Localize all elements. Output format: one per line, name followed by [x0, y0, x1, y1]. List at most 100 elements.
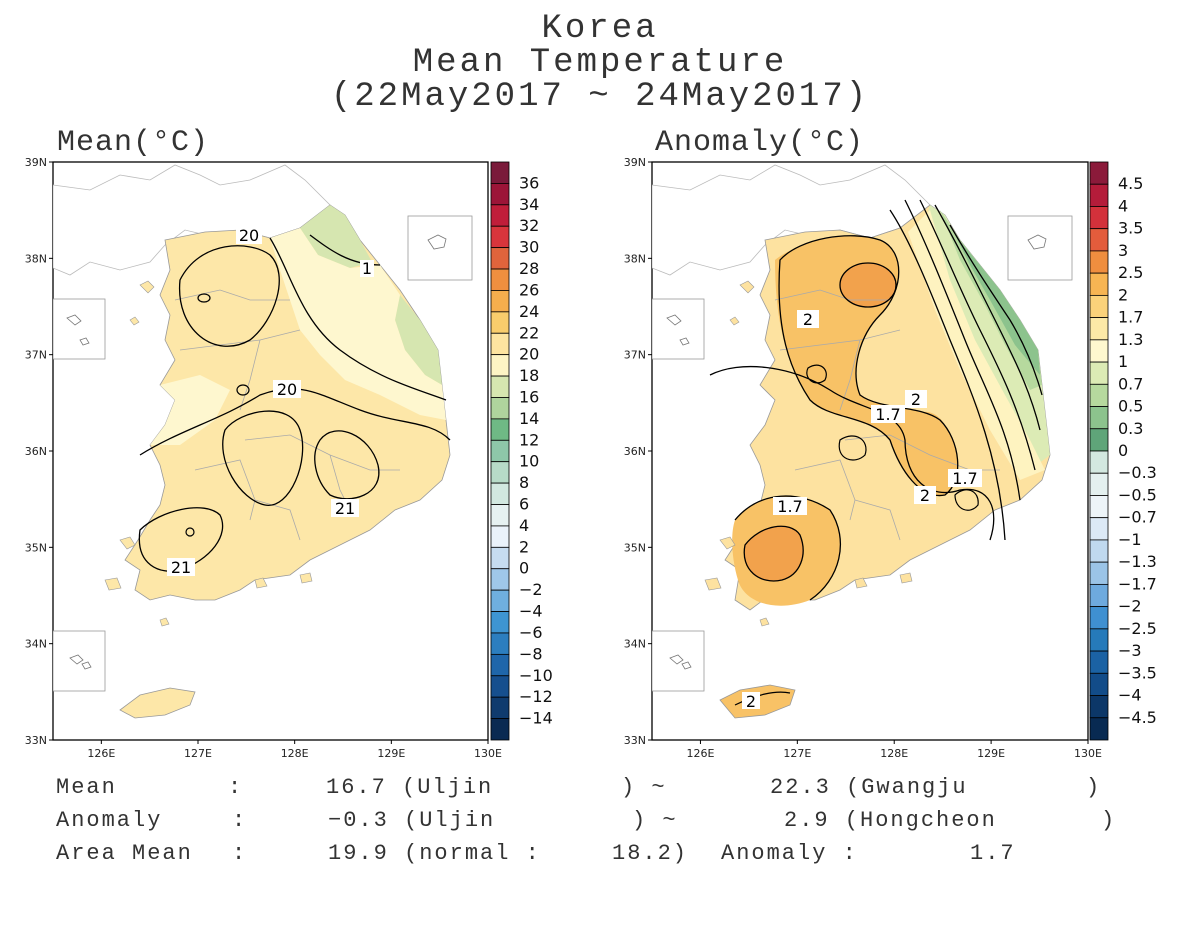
colorbar-label: −6: [519, 623, 543, 642]
left-colorbar: 363432302826242220181614121086420−2−4−6−…: [490, 161, 553, 741]
contour-21-east: [314, 430, 380, 500]
contour-label: 2: [746, 692, 756, 711]
colorbar-label: 28: [519, 259, 539, 278]
colorbar-swatch: [490, 653, 510, 677]
colorbar-label: 1: [1118, 352, 1128, 371]
colorbar-swatch: [1089, 339, 1109, 363]
colorbar-swatch: [490, 461, 510, 484]
colorbar-label: 26: [519, 280, 539, 299]
colorbar-label: 1.3: [1118, 330, 1143, 349]
contour-20-north: [179, 245, 280, 347]
colorbar-swatch: [1089, 183, 1109, 207]
colorbar-label: 3.5: [1118, 219, 1143, 238]
colorbar-swatch: [490, 397, 510, 420]
right-map-panel: 2 1.7 2 2 1.7 1.7 2 39N38N37N36N35N34N33…: [624, 156, 1157, 760]
stat-normal: 18.2): [612, 841, 689, 866]
colorbar-swatch: [1089, 583, 1109, 608]
colorbar-swatch: [1089, 206, 1109, 230]
colorbar-swatch: [1089, 561, 1109, 585]
colorbar-label: 6: [519, 495, 529, 514]
cool-area-northeast: [300, 205, 372, 268]
title-line-3: (22May2017 ~ 24May2017): [330, 78, 870, 116]
colorbar-swatch: [1089, 717, 1109, 741]
pale-area-west: [150, 375, 230, 445]
colorbar-swatch: [490, 611, 510, 634]
colorbar-swatch: [490, 482, 510, 505]
colorbar-swatch: [490, 332, 510, 356]
inset-box-southwest: [53, 630, 106, 692]
colorbar-swatch: [1089, 517, 1109, 541]
colorbar-swatch: [490, 375, 510, 398]
contour-2-5: [839, 262, 897, 308]
anomaly-band-1-3: [908, 210, 1045, 480]
colorbar-swatch: [1089, 383, 1109, 407]
colorbar-swatch: [490, 589, 510, 612]
lon-tick-label: 128E: [880, 747, 908, 760]
colorbar-label: 0: [1118, 441, 1128, 460]
stat-paren: ) ~: [621, 775, 667, 800]
colorbar-label: −14: [519, 709, 553, 728]
colorbar-swatch: [490, 439, 510, 463]
colorbar-label: −0.3: [1118, 463, 1157, 482]
contour-small-2: [236, 384, 250, 396]
colorbar-swatch: [1089, 606, 1109, 630]
colorbar-label: 3: [1118, 241, 1128, 260]
colorbar-swatch: [490, 675, 510, 698]
contour-0-5: [934, 204, 1041, 431]
left-map-axes: 39N 38N 37N 36N 35N 34N 33N 126E 127E 128E 129E 130…: [25, 156, 502, 760]
colorbar-swatch: [490, 418, 510, 441]
contour-label: 20: [239, 226, 259, 245]
colorbar-label: −4.5: [1118, 708, 1157, 727]
lat-tick-label: 35N: [25, 541, 47, 554]
stat-anomaly-label: Anomaly: [56, 808, 163, 833]
colorbar-label: 36: [519, 173, 539, 192]
cool-area-east-coast: [395, 295, 442, 385]
colorbar-swatch: [1089, 250, 1109, 274]
anomaly-hot-spot-southwest: [744, 526, 804, 581]
colorbar-swatch: [490, 204, 510, 227]
stat-area-anomaly-label: Anomaly :: [721, 841, 858, 866]
lat-tick-label: 37N: [25, 349, 47, 362]
colorbar-swatch: [1089, 428, 1109, 452]
stat-mean-max: 22.3 (Gwangju: [770, 775, 968, 800]
contour-jeju: [734, 691, 791, 706]
colorbar-swatch: [490, 225, 510, 249]
colorbar-swatch: [1089, 472, 1109, 496]
contour-label: 2: [803, 310, 813, 329]
lon-tick-label: 130E: [474, 747, 502, 760]
jeju-island: [119, 687, 196, 719]
colorbar-swatch: [490, 525, 510, 548]
contour-label: 1.7: [777, 497, 802, 516]
colorbar-label: 0: [519, 559, 529, 578]
contour-20-mid: [139, 388, 451, 456]
lat-tick-label: 36N: [624, 445, 646, 458]
colorbar-label: 32: [519, 216, 539, 235]
colorbar-swatch: [490, 504, 510, 527]
contour-21-center: [222, 410, 304, 506]
colorbar-swatch: [490, 696, 510, 719]
stat-area-anomaly: 1.7: [970, 841, 1016, 866]
colorbar-swatch: [490, 290, 510, 313]
colorbar-swatch: [1089, 317, 1109, 341]
colorbar-label: 24: [519, 302, 539, 321]
colorbar-label: 30: [519, 238, 539, 257]
inset-box-northwest: [53, 298, 106, 360]
colorbar-swatch: [490, 354, 510, 377]
colorbar-swatch: [1089, 628, 1109, 652]
colorbar-label: −2.5: [1118, 619, 1157, 638]
colorbar-label: −1.7: [1118, 574, 1157, 593]
colorbar-swatch: [1089, 228, 1109, 252]
colorbar-swatch: [490, 568, 510, 591]
colorbar-swatch: [490, 268, 510, 291]
colorbar-swatch: [1089, 272, 1109, 296]
colorbar-label: −3.5: [1118, 663, 1157, 682]
lat-tick-label: 38N: [25, 252, 47, 265]
colorbar-label: −2: [1118, 597, 1142, 616]
contour-small-2: [806, 364, 827, 384]
contour-21-southwest: [138, 507, 224, 572]
lon-tick-label: 126E: [87, 747, 115, 760]
colorbar-swatch: [1089, 495, 1109, 519]
colorbar-label: 2: [519, 537, 529, 556]
lon-tick-label: 127E: [184, 747, 212, 760]
